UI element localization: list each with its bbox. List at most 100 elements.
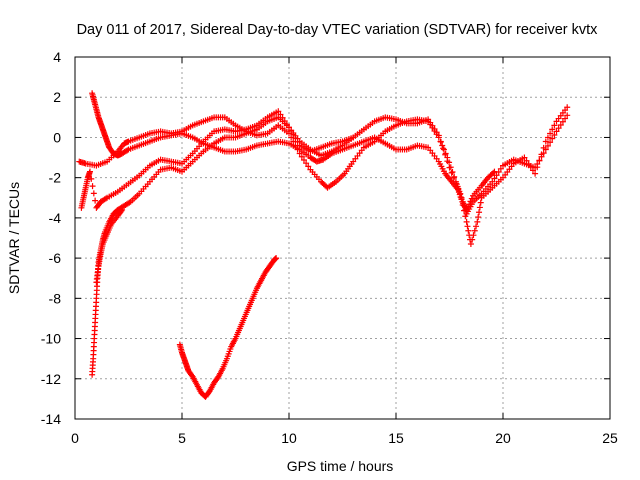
data-point-marker bbox=[431, 125, 438, 132]
y-tick-label: -10 bbox=[41, 331, 61, 347]
data-point-marker bbox=[476, 204, 483, 211]
data-point-marker bbox=[493, 172, 500, 179]
data-point-marker bbox=[476, 209, 483, 216]
data-point-marker bbox=[446, 164, 453, 171]
data-point-marker bbox=[473, 223, 480, 230]
y-tick-label: 4 bbox=[53, 49, 61, 65]
data-point-marker bbox=[461, 207, 468, 214]
data-point-marker bbox=[529, 167, 536, 174]
y-tick-label: 0 bbox=[53, 129, 61, 145]
data-point-marker bbox=[463, 218, 470, 225]
data-point-marker bbox=[491, 175, 498, 182]
data-point-marker bbox=[564, 104, 571, 111]
data-point-marker bbox=[119, 206, 126, 213]
grid-lines bbox=[75, 57, 610, 419]
data-point-marker bbox=[425, 116, 432, 123]
data-point-marker bbox=[469, 236, 476, 243]
data-point-marker bbox=[474, 218, 481, 225]
data-point-marker bbox=[439, 142, 446, 149]
data-point-marker bbox=[118, 208, 125, 215]
data-point-marker bbox=[448, 169, 455, 176]
data-point-marker bbox=[553, 128, 560, 135]
data-point-marker bbox=[435, 132, 442, 139]
x-axis-label: GPS time / hours bbox=[287, 458, 394, 474]
y-tick-label: -8 bbox=[49, 290, 62, 306]
data-point-marker bbox=[275, 108, 282, 115]
series-arc-6 bbox=[176, 255, 280, 400]
y-axis-label: SDTVAR / TECUs bbox=[6, 182, 22, 294]
data-point-marker bbox=[495, 169, 502, 176]
data-point-marker bbox=[440, 145, 447, 152]
y-tick-label: 2 bbox=[53, 89, 61, 105]
data-point-marker bbox=[525, 160, 532, 167]
data-point-marker bbox=[452, 180, 459, 187]
data-point-marker bbox=[564, 112, 571, 119]
series-arc-1 bbox=[89, 90, 498, 213]
data-point-marker bbox=[559, 118, 566, 125]
data-point-marker bbox=[471, 227, 478, 234]
data-point-marker bbox=[273, 255, 280, 262]
data-point-marker bbox=[477, 199, 484, 206]
y-tick-label: -6 bbox=[49, 250, 62, 266]
data-point-marker bbox=[489, 178, 496, 185]
data-point-marker bbox=[433, 129, 440, 136]
data-point-marker bbox=[449, 169, 456, 176]
data-point-marker bbox=[298, 153, 305, 160]
y-tick-label: -14 bbox=[41, 411, 61, 427]
y-tick-label: -12 bbox=[41, 371, 61, 387]
data-point-marker bbox=[444, 158, 451, 165]
data-point-marker bbox=[549, 126, 556, 133]
data-point-marker bbox=[523, 157, 530, 164]
data-point-marker bbox=[92, 197, 99, 204]
data-point-marker bbox=[296, 150, 303, 157]
data-point-marker bbox=[458, 196, 465, 203]
data-point-marker bbox=[459, 202, 466, 209]
data-point-marker bbox=[465, 227, 472, 234]
x-tick-label: 0 bbox=[71, 430, 79, 446]
x-tick-label: 5 bbox=[178, 430, 186, 446]
data-point-marker bbox=[90, 190, 97, 197]
data-point-marker bbox=[455, 185, 462, 192]
data-point-marker bbox=[124, 147, 131, 154]
data-point-marker bbox=[549, 135, 556, 142]
data-point-marker bbox=[527, 164, 534, 171]
data-point-marker bbox=[475, 214, 482, 221]
data-point-marker bbox=[457, 190, 464, 197]
y-tick-label: -4 bbox=[49, 210, 62, 226]
data-point-marker bbox=[305, 163, 312, 170]
data-point-marker bbox=[462, 213, 469, 220]
data-point-marker bbox=[88, 175, 95, 182]
data-point-marker bbox=[450, 175, 457, 182]
y-tick-label: -2 bbox=[49, 170, 62, 186]
x-tick-label: 10 bbox=[281, 430, 297, 446]
data-point-marker bbox=[294, 146, 301, 153]
data-point-marker bbox=[547, 130, 554, 137]
series-arc-5 bbox=[93, 206, 126, 286]
data-point-marker bbox=[521, 154, 528, 161]
data-point-marker bbox=[490, 169, 497, 176]
data-point-marker bbox=[89, 183, 96, 190]
data-point-marker bbox=[544, 134, 551, 141]
data-point-marker bbox=[300, 156, 307, 163]
data-point-marker bbox=[562, 115, 569, 122]
plot-frame bbox=[74, 56, 611, 420]
data-point-marker bbox=[538, 151, 545, 158]
chart-title: Day 011 of 2017, Sidereal Day-to-day VTE… bbox=[77, 22, 599, 38]
data-point-marker bbox=[534, 164, 541, 171]
data-point-marker bbox=[555, 125, 562, 132]
data-point-marker bbox=[547, 139, 554, 146]
data-point-marker bbox=[544, 142, 551, 149]
data-point-marker bbox=[540, 144, 547, 151]
data-point-marker bbox=[350, 134, 357, 141]
data-point-marker bbox=[102, 195, 109, 202]
data-point-marker bbox=[542, 138, 549, 145]
data-point-marker bbox=[86, 168, 93, 175]
data-point-marker bbox=[536, 157, 543, 164]
x-tick-label: 25 bbox=[602, 430, 618, 446]
data-point-marker bbox=[303, 160, 310, 167]
data-point-marker bbox=[427, 119, 434, 126]
data-point-marker bbox=[442, 151, 449, 158]
data-point-marker bbox=[497, 165, 504, 172]
